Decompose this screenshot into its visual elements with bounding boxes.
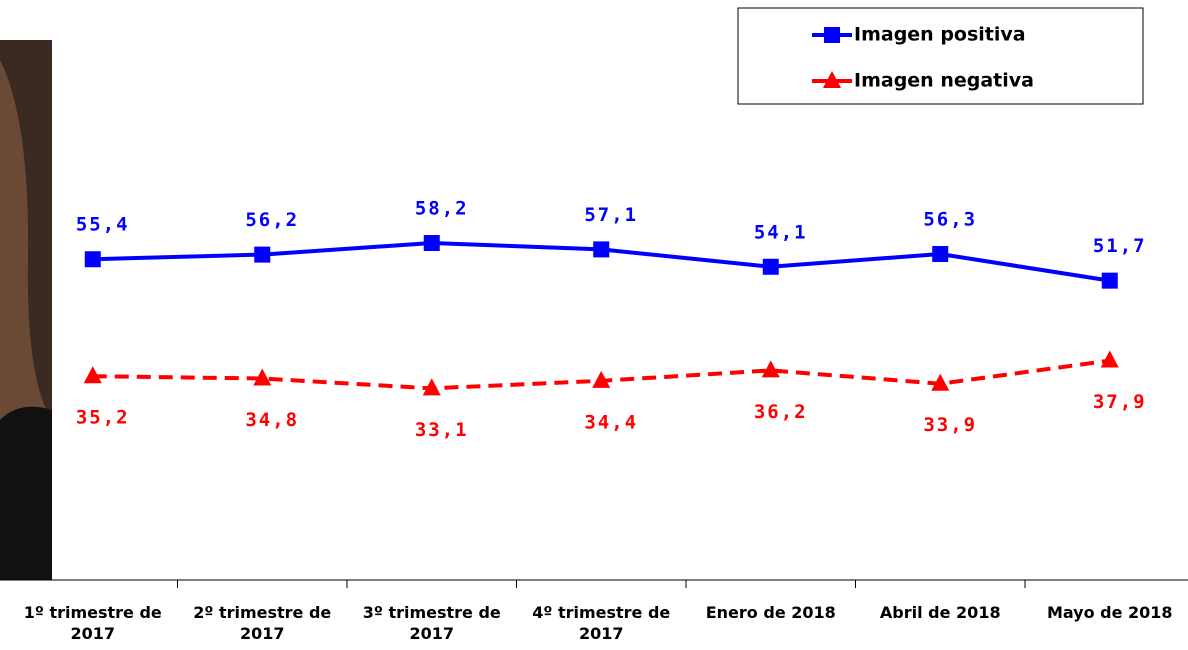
data-label: 36,2 <box>754 401 808 423</box>
data-point <box>762 258 779 275</box>
data-point <box>761 360 780 378</box>
data-label: 54,1 <box>754 221 808 243</box>
data-point <box>423 235 440 252</box>
x-tick-label: Abril de 2018 <box>879 603 1001 622</box>
data-label: 58,2 <box>415 198 469 220</box>
data-point <box>254 246 271 263</box>
x-tick-label: 2º trimestre de 2017 <box>193 603 332 643</box>
legend-box <box>737 7 1144 105</box>
data-label: 35,2 <box>76 407 130 429</box>
legend-marker <box>823 71 841 88</box>
data-point <box>1101 272 1118 289</box>
legend-label: Imagen positiva <box>854 24 1026 46</box>
x-tick-label: Enero de 2018 <box>705 603 836 622</box>
data-label: 33,9 <box>923 414 977 436</box>
data-point <box>422 378 441 396</box>
data-label: 57,1 <box>584 204 638 226</box>
data-label: 56,3 <box>923 209 977 231</box>
data-label: 55,4 <box>76 214 130 236</box>
data-label: 34,4 <box>584 411 638 433</box>
x-tick-label: 4º trimestre de 2017 <box>532 603 671 643</box>
legend-marker <box>824 27 840 43</box>
data-label: 34,8 <box>245 409 299 431</box>
data-label: 56,2 <box>245 209 299 231</box>
data-point <box>592 370 611 388</box>
data-label: 51,7 <box>1093 235 1147 257</box>
photo <box>0 40 52 580</box>
data-label: 33,1 <box>415 419 469 441</box>
data-point <box>253 368 272 386</box>
legend-label: Imagen negativa <box>854 70 1034 92</box>
x-tick-label: Mayo de 2018 <box>1046 603 1173 622</box>
data-point <box>83 366 102 384</box>
data-point <box>1100 350 1119 368</box>
data-point <box>931 373 950 391</box>
data-label: 37,9 <box>1093 391 1147 413</box>
data-point <box>932 246 949 263</box>
data-point <box>593 241 610 258</box>
data-point <box>84 251 101 268</box>
x-tick-label: 1º trimestre de 2017 <box>23 603 162 643</box>
x-tick-label: 3º trimestre de 2017 <box>362 603 501 643</box>
